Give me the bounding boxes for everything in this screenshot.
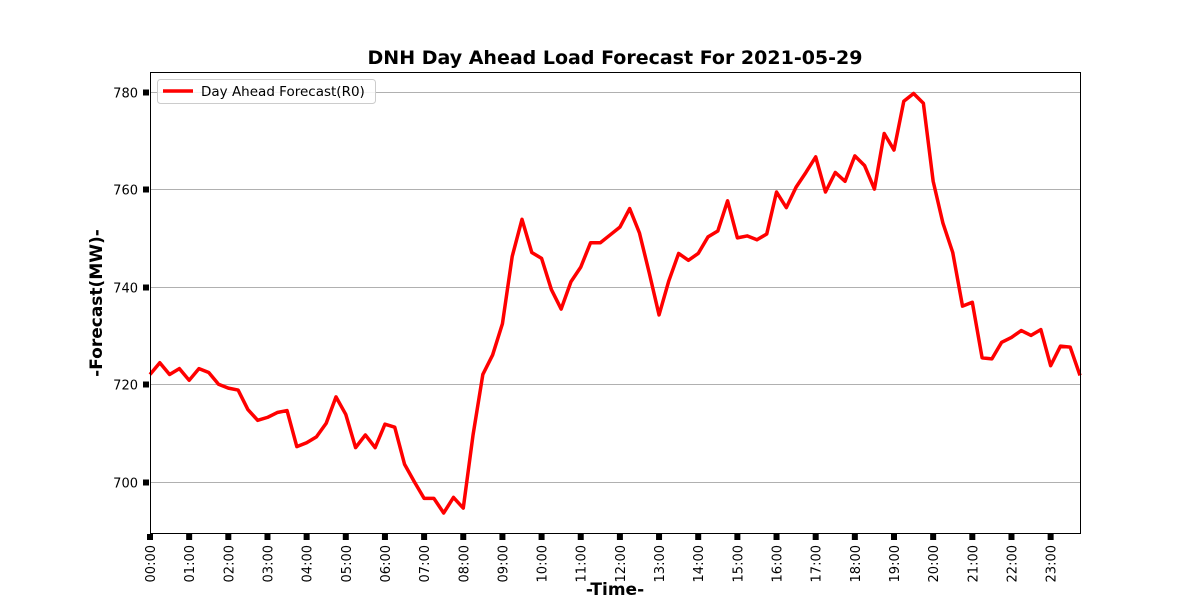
x-tick-label: 14:00 <box>692 545 707 582</box>
y-tick-mark <box>143 186 149 193</box>
x-axis: 00:00 01:00 02:00 03:00 04:00 05:00 06:00 07:00… <box>144 534 1060 582</box>
x-tick-label: 18:00 <box>849 545 864 582</box>
y-tick-mark <box>143 284 149 291</box>
x-tick-mark <box>656 534 663 540</box>
x-tick-label: 12:00 <box>614 545 629 582</box>
x-tick-mark <box>891 534 897 540</box>
x-tick-mark <box>538 534 545 540</box>
x-tick-label: 22:00 <box>1005 545 1020 582</box>
x-tick-mark <box>186 534 193 540</box>
y-tick-label: 720 <box>113 379 138 394</box>
legend-box <box>157 79 376 104</box>
x-tick-mark <box>342 534 349 540</box>
x-tick-label: 07:00 <box>418 545 433 582</box>
x-tick-mark <box>930 534 937 540</box>
y-tick-mark <box>143 89 149 96</box>
x-tick-label: 04:00 <box>301 545 316 582</box>
x-tick-label: 03:00 <box>261 545 276 582</box>
x-tick-mark <box>773 534 780 540</box>
x-tick-label: 17:00 <box>810 545 825 582</box>
x-tick-mark <box>851 534 858 540</box>
x-tick-mark <box>147 534 153 540</box>
x-tick-label: 02:00 <box>222 545 237 582</box>
y-tick-mark <box>143 479 149 486</box>
x-tick-mark <box>225 534 232 540</box>
y-tick-label: 760 <box>113 184 138 199</box>
x-tick-mark <box>695 534 702 540</box>
x-tick-label: 23:00 <box>1045 545 1060 582</box>
y-tick-mark <box>143 381 149 388</box>
x-tick-label: 15:00 <box>731 545 746 582</box>
x-tick-label: 13:00 <box>653 545 668 582</box>
x-tick-label: 00:00 <box>144 545 159 582</box>
legend: Day Ahead Forecast(R0) <box>157 79 376 104</box>
x-tick-label: 19:00 <box>888 545 903 582</box>
x-tick-mark <box>812 534 819 540</box>
x-tick-mark <box>381 534 388 540</box>
series-layer <box>148 91 1082 515</box>
x-tick-mark <box>734 534 741 540</box>
y-axis: 700 720 740 760 780 <box>113 87 149 492</box>
x-tick-mark <box>460 534 467 540</box>
x-tick-label: 10:00 <box>536 545 551 582</box>
x-tick-mark <box>303 534 310 540</box>
x-tick-label: 21:00 <box>966 545 981 582</box>
x-tick-mark <box>1047 534 1054 540</box>
x-tick-mark <box>421 534 428 540</box>
x-tick-mark <box>499 534 506 540</box>
series-line-day-ahead-forecast <box>148 91 1082 515</box>
y-tick-label: 780 <box>113 87 138 102</box>
x-tick-mark <box>969 534 976 540</box>
x-tick-label: 20:00 <box>927 545 942 582</box>
x-tick-label: 09:00 <box>496 545 511 582</box>
x-axis-label: -Time- <box>586 580 644 600</box>
x-tick-label: 06:00 <box>379 545 394 582</box>
x-tick-mark <box>1008 534 1015 540</box>
x-tick-mark <box>616 534 623 540</box>
plot-frame <box>150 72 1081 534</box>
y-tick-label: 700 <box>113 477 138 492</box>
x-tick-label: 05:00 <box>340 545 355 582</box>
chart-title: DNH Day Ahead Load Forecast For 2021-05-… <box>368 47 863 69</box>
x-tick-label: 08:00 <box>457 545 472 582</box>
y-tick-label: 740 <box>113 282 138 297</box>
legend-label: Day Ahead Forecast(R0) <box>201 84 365 100</box>
x-tick-label: 11:00 <box>575 545 590 582</box>
x-tick-mark <box>264 534 271 540</box>
x-tick-mark <box>577 534 584 540</box>
y-axis-label: -Forecast(MW)- <box>87 229 107 377</box>
x-tick-label: 01:00 <box>183 545 198 582</box>
x-tick-label: 16:00 <box>771 545 786 582</box>
